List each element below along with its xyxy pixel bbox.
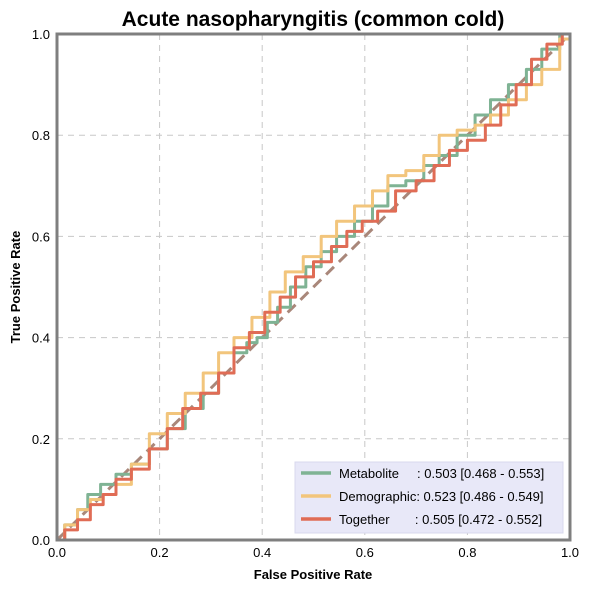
x-tick-label: 0.2 (151, 545, 169, 560)
x-tick-label: 0.8 (458, 545, 476, 560)
x-axis-label: False Positive Rate (254, 567, 373, 582)
grid-lines (57, 34, 570, 540)
y-tick-label: 0.0 (32, 533, 50, 548)
x-tick-label: 0.0 (48, 545, 66, 560)
y-tick-label: 0.8 (32, 128, 50, 143)
legend: Metabolite : 0.503 [0.468 - 0.553] Demogr… (294, 461, 564, 534)
series-line-together (57, 32, 570, 542)
x-tick-label: 1.0 (561, 545, 579, 560)
x-tick-label: 0.6 (356, 545, 374, 560)
reference-line-group (55, 32, 572, 542)
legend-box (294, 461, 564, 534)
y-tick-labels: 0.0 0.2 0.4 0.6 0.8 1.0 (32, 27, 50, 548)
y-axis-label: True Positive Rate (8, 231, 23, 344)
y-tick-label: 0.6 (32, 229, 50, 244)
y-tick-label: 0.4 (32, 331, 50, 346)
plot-frame (55, 32, 572, 542)
series-line-demographic (57, 37, 570, 542)
chart-title: Acute nasopharyngitis (common cold) (122, 8, 505, 31)
legend-label-together: Together : 0.505 [0.472 - 0.552] (339, 512, 542, 527)
series-group (57, 32, 570, 542)
y-tick-label: 0.2 (32, 432, 50, 447)
reference-diagonal-line (55, 32, 572, 542)
x-tick-label: 0.4 (253, 545, 271, 560)
legend-label-metabolite: Metabolite : 0.503 [0.468 - 0.553] (339, 466, 544, 481)
y-tick-label: 1.0 (32, 27, 50, 42)
x-tick-labels: 0.0 0.2 0.4 0.6 0.8 1.0 (48, 545, 579, 560)
legend-label-demographic: Demographic: 0.523 [0.486 - 0.549] (339, 489, 544, 504)
